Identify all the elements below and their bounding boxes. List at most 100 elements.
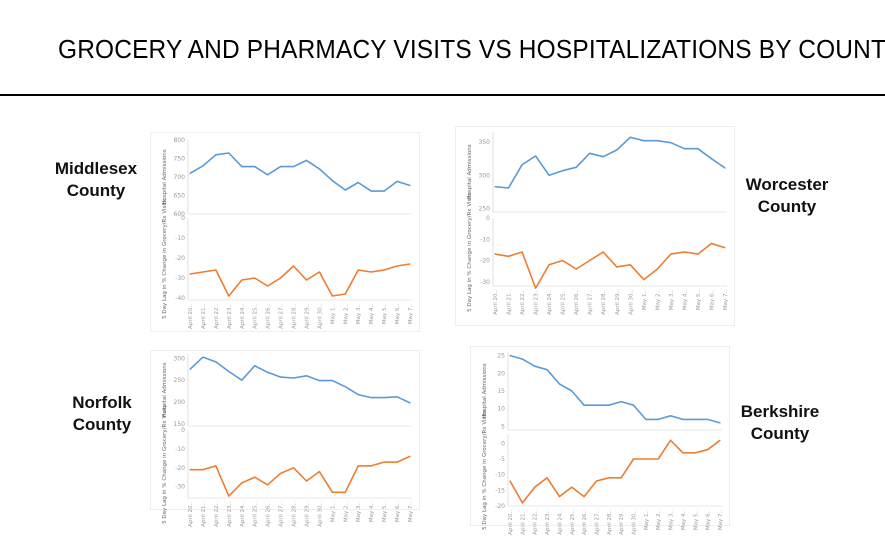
county-name: Worcester [745, 175, 829, 194]
x-tick-label: April 23.. [227, 304, 233, 329]
title-divider [0, 94, 885, 96]
hospital-admissions-point [583, 404, 585, 406]
hospital-admissions-point [254, 365, 256, 367]
grocery-visits-tick-label: 0 [181, 427, 185, 434]
x-tick-label: May 7.. [723, 290, 729, 310]
hospital-admissions-point [409, 184, 411, 187]
hospital-admissions-point [682, 418, 684, 420]
hospital-admissions-point [344, 189, 346, 191]
hospital-admissions-tick-label: 15 [497, 388, 505, 395]
x-tick-label: May 5.. [382, 502, 388, 522]
grocery-visits-point [318, 271, 320, 273]
grocery-visits-point [620, 477, 622, 479]
hospital-admissions-point [595, 404, 598, 406]
county-suffix: County [750, 424, 810, 443]
hospital-admissions-point [357, 181, 359, 184]
grocery-visits-tick-label: -20 [480, 258, 490, 265]
hospital-admissions-point [396, 396, 398, 398]
grocery-visits-point [509, 480, 511, 482]
grocery-visits-point [670, 253, 672, 255]
x-tick-label: April 22.. [214, 502, 220, 527]
grocery-visits-point [267, 285, 269, 287]
hospital-admissions-point [546, 369, 548, 371]
grocery-visits-tick-label: -10 [495, 472, 505, 479]
x-tick-label: April 27.. [279, 304, 285, 329]
hospital-admissions-point [562, 170, 564, 172]
grocery-visits-point [292, 265, 295, 267]
grocery-visits-ylabel: 5 Day Lag in % Change in Grocery/Rx Visi… [482, 410, 488, 530]
hospital-admissions-ylabel: Hospital Admissions [162, 149, 168, 204]
grocery-visits-point [409, 263, 411, 265]
x-tick-label: May 2.. [655, 290, 661, 310]
hospital-admissions-ylabel: Hospital Admissions [162, 362, 168, 417]
grocery-visits-ylabel: 5 Day Lag in % Change in Grocery/Rx Visi… [162, 199, 168, 319]
x-tick-label: April 27.. [595, 510, 601, 535]
hospital-admissions-point [318, 380, 320, 382]
grocery-visits-point [643, 279, 645, 281]
hospital-admissions-tick-label: 150 [174, 421, 186, 428]
chart-worcester: 250 300 350 Hospital Admissions 0 -10 -20 -30 5 … [455, 126, 735, 326]
county-name: Norfolk [72, 393, 132, 412]
x-tick-label: April 27.. [588, 290, 594, 315]
hospital-admissions-point [589, 152, 591, 154]
hospital-admissions-point [719, 422, 721, 424]
county-label-berkshire: Berkshire County [730, 401, 830, 445]
chart-middlesex: 600 650 700 750 800 Hospital Admissions 0 -10 -2… [150, 132, 420, 332]
hospital-admissions-point [521, 358, 523, 360]
x-tick-label: May 6.. [710, 290, 716, 310]
grocery-visits-point [645, 458, 647, 460]
grocery-visits-point [548, 264, 550, 266]
grocery-visits-point [318, 471, 320, 473]
x-tick-label: April 30.. [632, 510, 638, 535]
grocery-visits-point [534, 486, 536, 488]
grocery-visits-point [521, 502, 523, 504]
grocery-visits-point [595, 480, 598, 482]
hospital-admissions-point [670, 415, 672, 417]
county-name: Middlesex [54, 159, 138, 178]
hospital-admissions-point [697, 148, 699, 150]
hospital-admissions-point [670, 142, 672, 144]
page-title: GROCERY AND PHARMACY VISITS VS HOSPITALI… [58, 34, 885, 64]
x-tick-label: April 24.. [557, 510, 563, 535]
hospital-admissions-point [724, 167, 726, 169]
hospital-admissions-point [620, 401, 622, 403]
grocery-visits-point [710, 242, 713, 245]
grocery-visits-point [370, 271, 372, 273]
grocery-visits-tick-label: -40 [175, 295, 185, 302]
x-tick-label: May 2.. [656, 510, 662, 530]
x-tick-label: May 7.. [408, 304, 414, 324]
grocery-visits-point [344, 293, 346, 295]
grocery-visits-point [409, 455, 411, 457]
x-tick-label: May 4.. [681, 510, 687, 530]
grocery-visits-tick-label: -20 [495, 503, 505, 510]
x-tick-label: May 4.. [369, 502, 375, 522]
x-tick-label: May 5.. [382, 304, 388, 324]
panel-frame [150, 350, 420, 510]
x-tick-label: April 24.. [240, 502, 246, 527]
panel-frame [470, 346, 730, 526]
grocery-visits-point [507, 255, 510, 257]
x-tick-label: April 27.. [279, 502, 285, 527]
x-tick-label: April 29.. [615, 290, 621, 315]
grocery-visits-point [267, 484, 269, 486]
x-tick-label: April 28.. [292, 304, 298, 329]
grocery-visits-tick-label: -20 [175, 465, 185, 472]
grocery-visits-point [396, 265, 398, 267]
hospital-admissions-point [657, 418, 659, 420]
county-suffix: County [66, 181, 126, 200]
grocery-visits-point [632, 458, 635, 460]
grocery-visits-point [589, 259, 591, 262]
grocery-visits-point [571, 486, 573, 488]
hospital-admissions-point [344, 386, 346, 388]
grocery-visits-point [357, 269, 359, 271]
grocery-visits-point [719, 439, 721, 441]
x-tick-label: May 1.. [330, 304, 336, 324]
x-tick-label: May 7.. [718, 510, 724, 530]
hospital-admissions-point [558, 383, 560, 385]
grocery-visits-point [202, 469, 204, 471]
x-tick-label: April 30.. [317, 304, 323, 329]
x-tick-label: April 25.. [561, 290, 567, 315]
x-tick-label: April 20.. [188, 502, 194, 527]
grocery-visits-point [694, 452, 696, 454]
x-tick-label: April 26.. [266, 304, 272, 329]
